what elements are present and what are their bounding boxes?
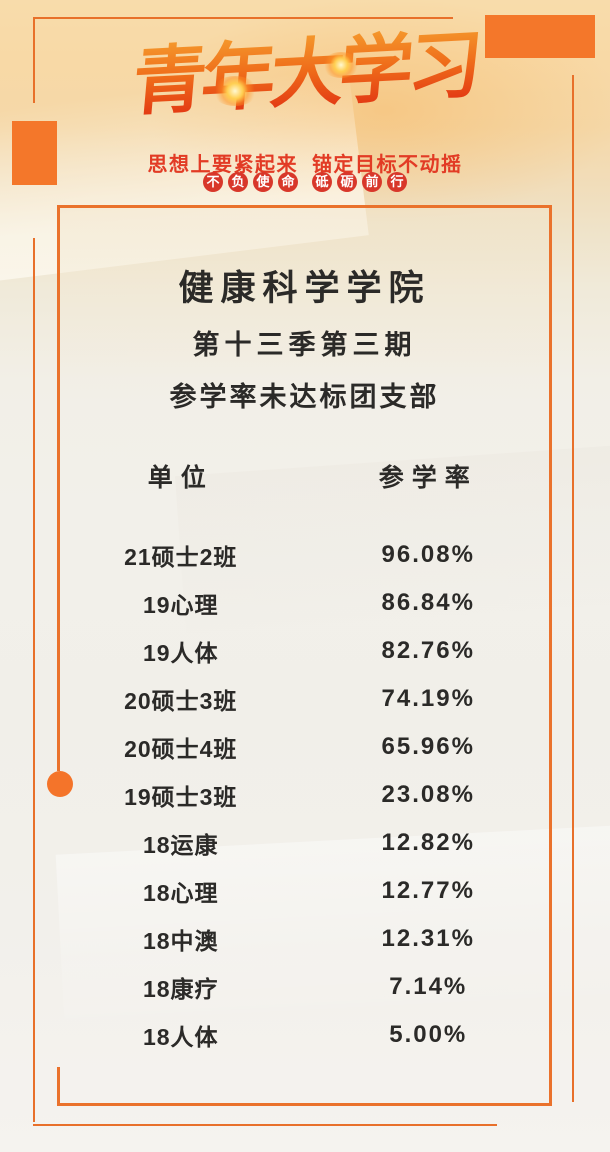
- table-row: 18运康 12.82%: [57, 819, 552, 867]
- badge-char: 负: [228, 172, 248, 192]
- unit-cell: 20硕士3班: [124, 688, 238, 714]
- decor-frame-left-line: [33, 238, 35, 1122]
- rate-cell: 7.14%: [389, 973, 468, 1000]
- badge-char: 前: [362, 172, 382, 192]
- rate-cell: 5.00%: [389, 1021, 468, 1048]
- column-header-rate: 参学率: [378, 464, 478, 492]
- table-row: 20硕士4班 65.96%: [57, 723, 552, 771]
- unit-cell: 18中澳: [142, 928, 219, 954]
- decor-frame-right-line: [572, 75, 574, 1102]
- rate-cell: 12.31%: [381, 925, 475, 952]
- rate-cell: 86.84%: [381, 589, 475, 616]
- unit-cell: 18康疗: [142, 976, 219, 1002]
- rate-cell: 12.82%: [381, 829, 475, 856]
- rate-cell: 74.19%: [381, 685, 475, 712]
- column-header-unit: 单位: [147, 464, 214, 492]
- page-title: 健康科学学院: [178, 269, 431, 308]
- table-row: 18心理 12.77%: [57, 867, 552, 915]
- decor-frame-left-line: [33, 17, 35, 103]
- rate-cell: 65.96%: [381, 733, 475, 760]
- content-box-left-border: [57, 1067, 60, 1106]
- unit-cell: 21硕士2班: [124, 544, 238, 570]
- badge-char: 命: [278, 172, 298, 192]
- badge-char: 使: [253, 172, 273, 192]
- unit-cell: 18人体: [142, 1024, 219, 1050]
- rate-cell: 82.76%: [381, 637, 475, 664]
- slogan-right: 锚定目标不动摇: [312, 154, 463, 176]
- table-row: 20硕士3班 74.19%: [57, 675, 552, 723]
- badge-char: 行: [387, 172, 407, 192]
- slogan: 思想上要紧起来 锚定目标不动摇: [0, 148, 610, 177]
- motto-badges: 不 负 使 命 砥 砺 前 行: [0, 172, 610, 192]
- rate-cell: 23.08%: [381, 781, 475, 808]
- table-row: 19硕士3班 23.08%: [57, 771, 552, 819]
- season-subtitle: 第十三季第三期: [192, 330, 417, 360]
- unit-cell: 18运康: [142, 832, 219, 858]
- decor-frame-bottom-line: [33, 1124, 497, 1126]
- unit-cell: 18心理: [142, 880, 219, 906]
- badge-char: 砺: [337, 172, 357, 192]
- decor-rect-top-right: [485, 15, 595, 58]
- badge-char: 砥: [312, 172, 332, 192]
- badge-char: 不: [203, 172, 223, 192]
- unit-cell: 19心理: [142, 592, 219, 618]
- unit-cell: 20硕士4班: [124, 736, 238, 762]
- rate-cell: 96.08%: [381, 541, 475, 568]
- unit-cell: 19硕士3班: [124, 784, 238, 810]
- table-row: 18康疗 7.14%: [57, 963, 552, 1011]
- badge-group-2: 砥 砺 前 行: [312, 172, 407, 192]
- table-row: 18人体 5.00%: [57, 1011, 552, 1059]
- slogan-left: 思想上要紧起来: [147, 154, 298, 176]
- list-subtitle: 参学率未达标团支部: [169, 382, 440, 412]
- table-row: 19心理 86.84%: [57, 579, 552, 627]
- rate-cell: 12.77%: [381, 877, 475, 904]
- table-row: 19人体 82.76%: [57, 627, 552, 675]
- decor-rect-left: [12, 121, 57, 185]
- rate-table: 21硕士2班 96.08% 19心理 86.84% 19人体 82.76% 20…: [57, 531, 552, 1059]
- content-box: [57, 205, 552, 1106]
- table-row: 18中澳 12.31%: [57, 915, 552, 963]
- decor-dot: [47, 771, 73, 797]
- table-row: 21硕士2班 96.08%: [57, 531, 552, 579]
- content-box-left-border: [57, 205, 60, 771]
- decor-frame-top-line: [33, 17, 453, 19]
- badge-group-1: 不 负 使 命: [203, 172, 298, 192]
- unit-cell: 19人体: [142, 640, 219, 666]
- table-header: 单位 参学率: [57, 458, 552, 494]
